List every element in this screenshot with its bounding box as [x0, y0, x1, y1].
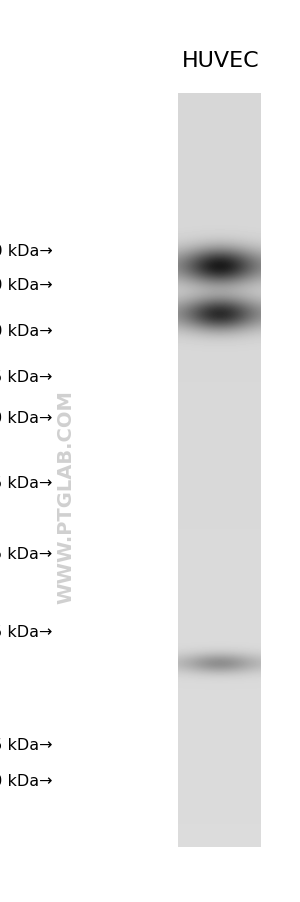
Text: WWW.PTGLAB.COM: WWW.PTGLAB.COM	[56, 390, 76, 603]
Text: 25 kDa→: 25 kDa→	[0, 624, 52, 639]
Text: 140 kDa→: 140 kDa→	[0, 278, 52, 292]
Text: 100 kDa→: 100 kDa→	[0, 324, 52, 338]
Text: HUVEC: HUVEC	[182, 51, 259, 71]
Text: 10 kDa→: 10 kDa→	[0, 773, 52, 787]
Text: 60 kDa→: 60 kDa→	[0, 411, 52, 426]
Text: 75 kDa→: 75 kDa→	[0, 370, 52, 384]
Text: 15 kDa→: 15 kDa→	[0, 738, 52, 752]
Text: 180 kDa→: 180 kDa→	[0, 244, 52, 258]
Text: 35 kDa→: 35 kDa→	[0, 547, 52, 561]
Text: 45 kDa→: 45 kDa→	[0, 475, 52, 490]
